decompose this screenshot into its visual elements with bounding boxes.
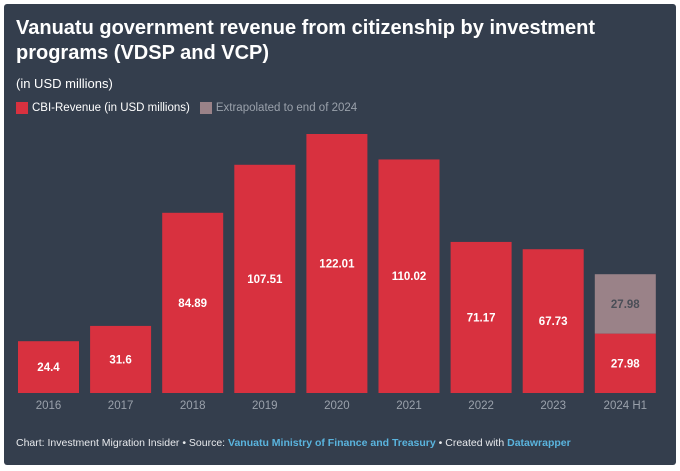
legend-label-revenue: CBI-Revenue (in USD millions) — [32, 102, 190, 114]
chart-title: Vanuatu government revenue from citizens… — [16, 17, 596, 64]
datawrapper-link[interactable]: Datawrapper — [507, 437, 571, 449]
data-label-revenue-2016: 24.4 — [37, 362, 60, 374]
chart-card: Vanuatu government revenue from citizens… — [4, 4, 676, 465]
footer-middle: • Created with — [435, 437, 508, 449]
data-label-revenue-2020: 122.01 — [319, 259, 355, 271]
bar-revenue-2019 — [234, 164, 296, 393]
chart-footer: Chart: Investment Migration Insider • So… — [16, 437, 571, 449]
bar-revenue-2017 — [90, 325, 152, 393]
legend-label-extrapolated: Extrapolated to end of 2024 — [215, 102, 358, 114]
chart-subtitle: (in USD millions) — [16, 76, 113, 91]
bar-revenue-2023 — [522, 249, 584, 393]
bar-revenue-2020 — [306, 134, 368, 393]
data-label-revenue-2021: 110.02 — [392, 271, 427, 283]
data-label-revenue-2017: 31.6 — [109, 354, 131, 366]
data-label-revenue-2023: 67.73 — [539, 316, 568, 328]
x-tick-label-2024-H1: 2024 H1 — [604, 400, 647, 412]
bar-revenue-2021 — [378, 159, 440, 393]
x-tick-label-2022: 2022 — [468, 400, 494, 412]
bar-revenue-2016 — [18, 341, 79, 393]
x-tick-label-2017: 2017 — [108, 400, 134, 412]
data-label-revenue-2019: 107.51 — [247, 274, 283, 286]
bar-revenue-2024-H1 — [594, 333, 656, 393]
legend-swatch-revenue — [16, 102, 28, 114]
source-link[interactable]: Vanuatu Ministry of Finance and Treasury — [228, 437, 436, 449]
data-label-extrapolated-2024-H1: 27.98 — [611, 299, 640, 311]
legend: CBI-Revenue (in USD millions) Extrapolat… — [16, 102, 367, 114]
legend-item-extrapolated: Extrapolated to end of 2024 — [199, 102, 358, 114]
x-tick-label-2016: 2016 — [36, 400, 62, 412]
bar-extrapolated-2024-H1 — [594, 274, 656, 334]
footer-prefix: Chart: Investment Migration Insider • So… — [16, 437, 229, 449]
data-label-revenue-2022: 71.17 — [467, 312, 496, 324]
x-tick-label-2018: 2018 — [180, 400, 206, 412]
legend-swatch-extrapolated — [199, 102, 212, 114]
bar-chart: 24.4 2016 31.6 2017 84.89 2018 107.51 2019 122.0… — [18, 134, 656, 412]
x-tick-label-2020: 2020 — [324, 400, 350, 412]
bar-revenue-2018 — [162, 212, 224, 393]
x-tick-label-2023: 2023 — [540, 400, 566, 412]
data-label-revenue-2018: 84.89 — [178, 298, 207, 310]
x-tick-label-2019: 2019 — [252, 400, 278, 412]
x-tick-label-2021: 2021 — [396, 400, 422, 412]
legend-item-revenue: CBI-Revenue (in USD millions) — [16, 102, 190, 114]
bar-revenue-2022 — [450, 241, 512, 393]
data-label-revenue-2024-H1: 27.98 — [611, 358, 640, 370]
